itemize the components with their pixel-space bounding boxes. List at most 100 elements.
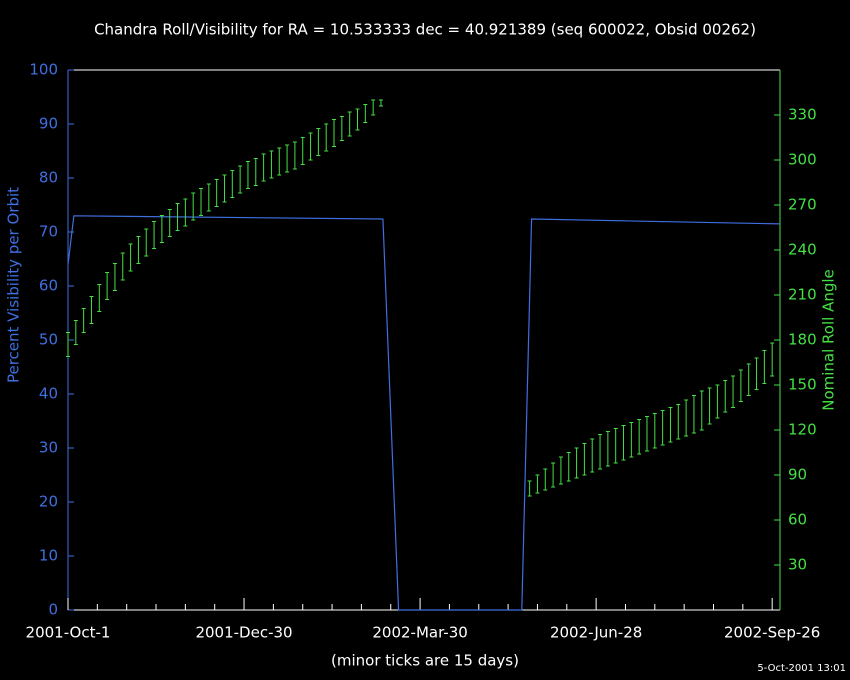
y2-tick-label: 60	[788, 511, 807, 529]
roll-range-bar	[684, 399, 689, 437]
y-tick-label: 70	[39, 223, 58, 241]
y2-axis-label: Nominal Roll Angle	[820, 269, 838, 411]
y2-tick-label: 120	[788, 421, 817, 439]
roll-range-bar	[731, 375, 736, 408]
roll-range-bar	[347, 111, 352, 137]
roll-range-bar	[582, 443, 587, 476]
roll-range-bar	[206, 183, 211, 212]
roll-range-bar	[676, 404, 681, 440]
roll-range-bar	[652, 413, 657, 449]
roll-range-bar	[175, 203, 180, 231]
roll-range-bar	[285, 144, 290, 173]
roll-range-bar	[66, 332, 70, 357]
y-tick-label: 60	[39, 277, 58, 295]
y-tick-label: 40	[39, 385, 58, 403]
roll-range-bar	[339, 116, 344, 141]
roll-range-bar	[214, 179, 219, 207]
roll-range-bar	[629, 422, 634, 458]
roll-range-bar	[308, 132, 313, 161]
y2-tick-label: 30	[788, 556, 807, 574]
roll-range-bar	[238, 165, 243, 194]
roll-range-bar	[746, 363, 751, 396]
roll-range-bar	[81, 308, 86, 333]
roll-range-bar	[73, 320, 78, 345]
roll-range-bar	[97, 284, 102, 312]
roll-range-bar	[699, 390, 704, 431]
y2-tick-label: 90	[788, 466, 807, 484]
roll-range-bar	[566, 452, 571, 482]
chart-title: Chandra Roll/Visibility for RA = 10.5333…	[94, 21, 756, 39]
roll-range-bar	[191, 192, 196, 221]
roll-range-bar	[152, 221, 157, 249]
y2-tick-label: 300	[788, 151, 817, 169]
roll-range-bar	[144, 228, 149, 257]
y2-tick-label: 150	[788, 376, 817, 394]
roll-range-bar	[598, 434, 603, 470]
roll-range-bar	[543, 468, 548, 491]
roll-range-bar	[707, 387, 712, 425]
roll-range-bar	[715, 384, 720, 419]
roll-range-bar	[183, 198, 188, 227]
y-axis-label: Percent Visibility per Orbit	[5, 187, 23, 383]
roll-range-bar	[105, 272, 110, 300]
x-tick-label: 2001-Dec-30	[195, 624, 292, 642]
y-tick-label: 90	[39, 115, 58, 133]
roll-range-bar	[637, 419, 642, 455]
roll-range-bar	[245, 161, 250, 189]
roll-range-bar	[558, 456, 563, 485]
y-tick-label: 100	[29, 61, 58, 79]
roll-range-bar	[269, 150, 274, 179]
roll-range-bar	[112, 263, 117, 291]
y2-tick-label: 210	[788, 286, 817, 304]
visibility-line	[67, 215, 781, 611]
roll-range-bar	[738, 369, 743, 402]
y2-tick-label: 270	[788, 196, 817, 214]
y-tick-label: 30	[39, 439, 58, 457]
roll-range-bar	[644, 416, 649, 452]
roll-range-bar	[754, 357, 759, 390]
roll-range-bar	[332, 119, 337, 147]
roll-range-bar	[300, 137, 305, 165]
y-tick-label: 80	[39, 169, 58, 187]
roll-range-bar	[89, 296, 94, 324]
y2-tick-label: 330	[788, 106, 817, 124]
roll-range-bar	[762, 350, 767, 384]
roll-range-bar	[371, 99, 376, 116]
roll-range-bar	[590, 438, 595, 473]
roll-range-bar	[324, 123, 329, 152]
roll-range-bar	[277, 147, 282, 176]
roll-range-bar	[551, 462, 556, 488]
x-tick-label: 2002-Jun-28	[550, 624, 642, 642]
roll-range-bar	[292, 141, 297, 170]
timestamp: 5-Oct-2001 13:01	[757, 663, 846, 674]
y2-tick-label: 180	[788, 331, 817, 349]
roll-range-bar	[230, 170, 235, 198]
y-tick-label: 0	[48, 601, 58, 619]
x-tick-label: 2002-Sep-26	[724, 624, 820, 642]
roll-range-bar	[621, 425, 626, 461]
roll-range-bar	[660, 410, 665, 446]
y-tick-label: 10	[39, 547, 58, 565]
y-tick-label: 50	[39, 331, 58, 349]
x-tick-label: 2002-Mar-30	[372, 624, 467, 642]
roll-range-bar	[535, 474, 540, 494]
roll-range-bar	[723, 380, 728, 413]
y-tick-label: 20	[39, 493, 58, 511]
roll-range-bar	[167, 209, 172, 237]
roll-range-bar	[199, 188, 204, 216]
roll-range-bar	[120, 252, 125, 281]
roll-range-bar	[605, 431, 610, 467]
roll-range-bar	[770, 342, 775, 377]
roll-range-bar	[668, 407, 673, 443]
roll-range-bar	[316, 128, 321, 156]
roll-range-bar	[355, 108, 360, 131]
roll-range-bar	[136, 236, 141, 264]
roll-range-bar	[128, 243, 133, 272]
x-axis-label: (minor ticks are 15 days)	[331, 652, 519, 670]
x-tick-label: 2001-Oct-1	[26, 624, 111, 642]
roll-range-bar	[527, 480, 532, 497]
roll-range-bar	[363, 104, 368, 123]
roll-range-bar	[222, 174, 227, 203]
